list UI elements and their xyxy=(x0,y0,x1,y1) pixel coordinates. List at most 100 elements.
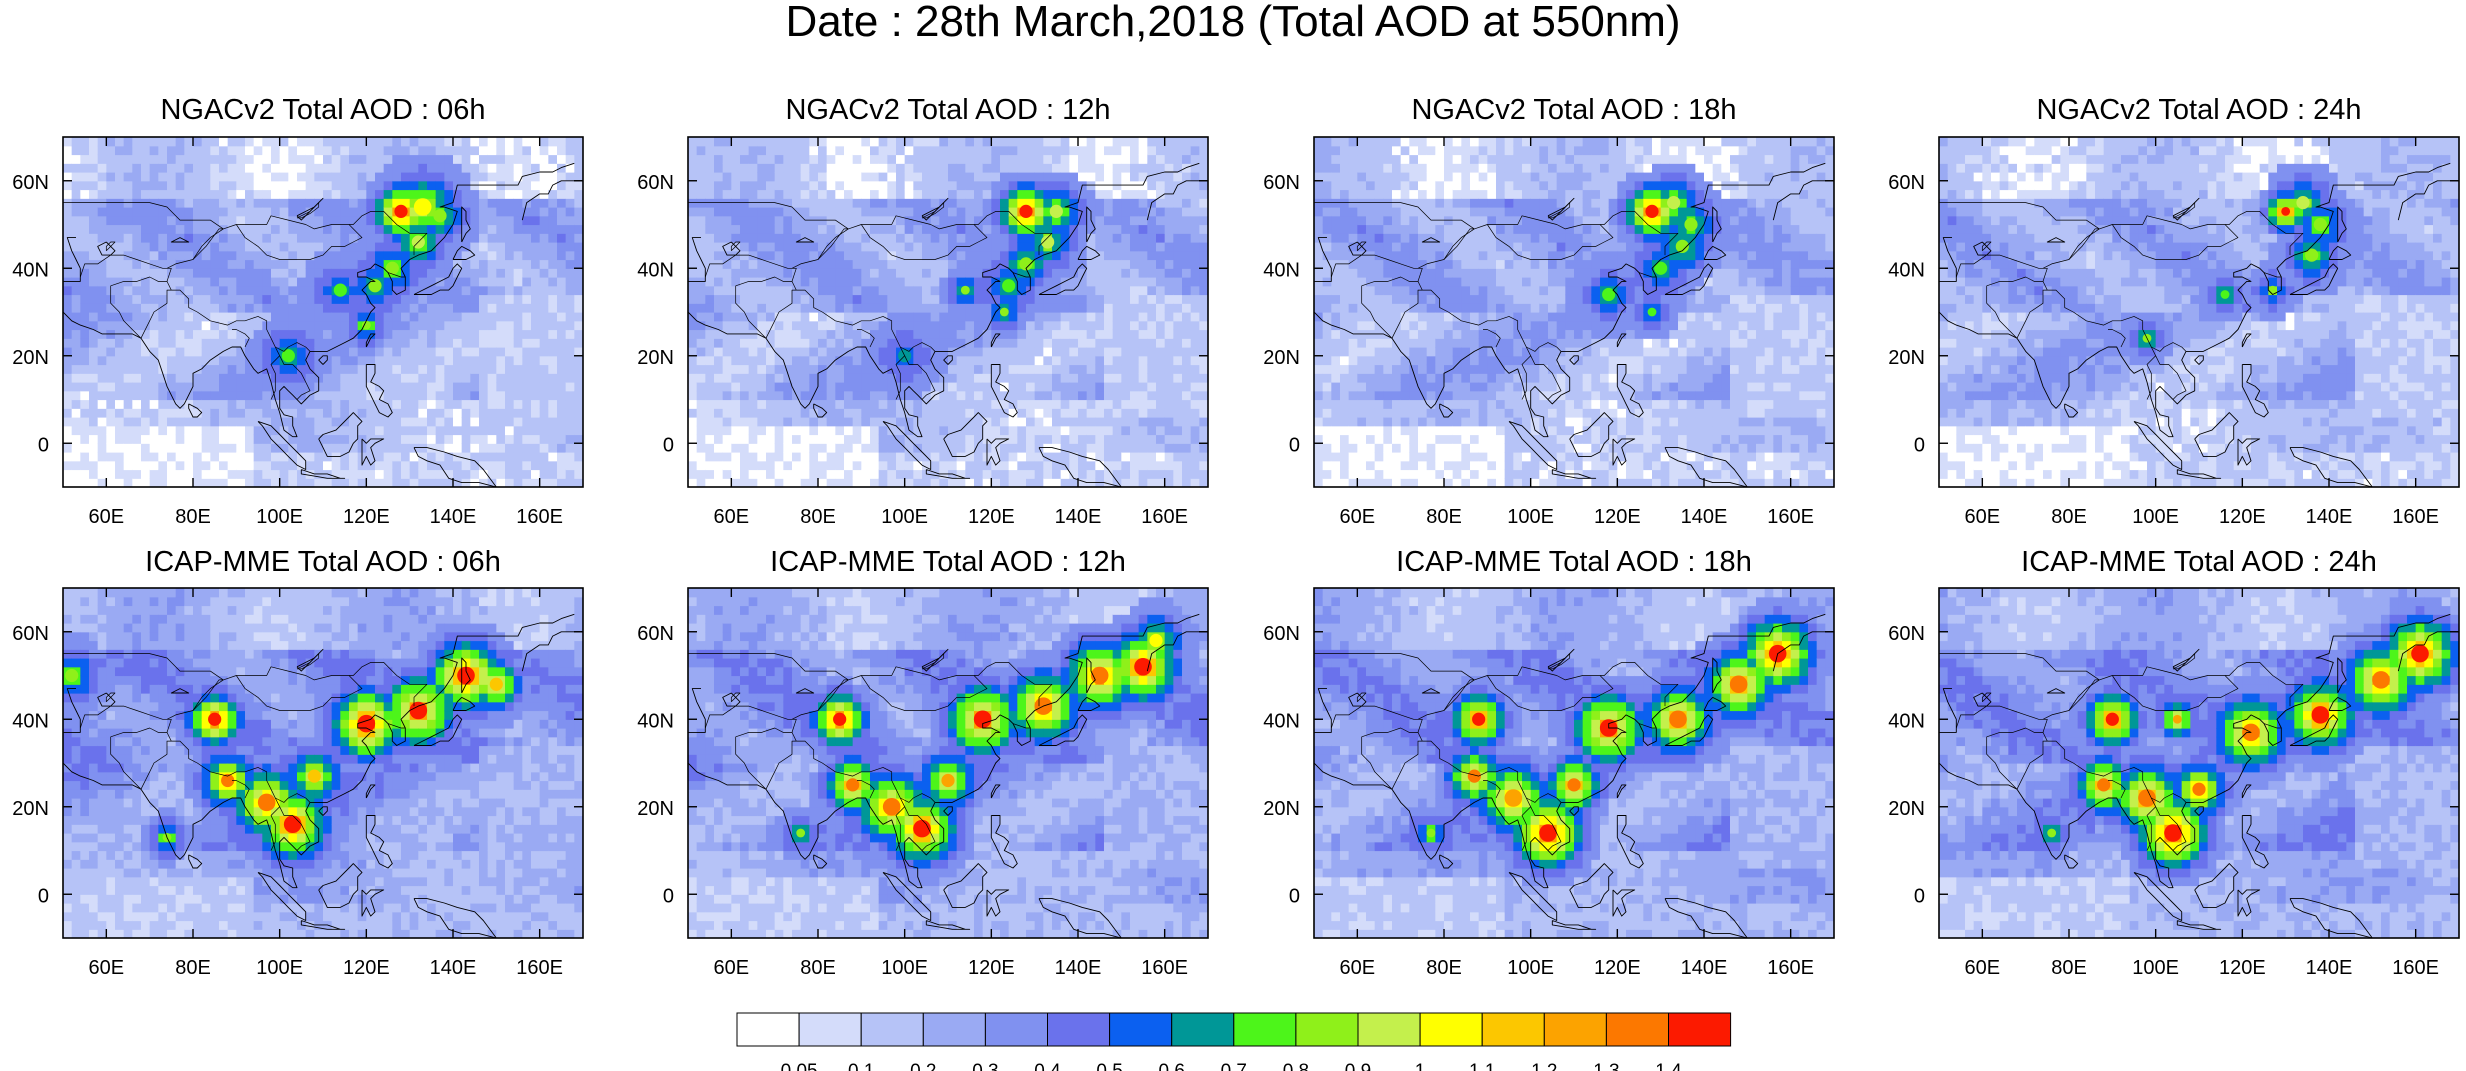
plume-core xyxy=(1467,769,1481,783)
country-border xyxy=(79,705,172,738)
coastline xyxy=(921,197,949,221)
country-border xyxy=(166,228,224,269)
lon-tick-label: 120E xyxy=(343,506,390,528)
coastline xyxy=(452,245,476,260)
country-border xyxy=(895,806,905,851)
coastline xyxy=(1038,714,1088,746)
lon-tick-label: 60E xyxy=(1340,957,1376,979)
coastline xyxy=(170,237,190,243)
coastline xyxy=(170,688,190,694)
country-border xyxy=(1417,732,1562,803)
coastline xyxy=(1146,180,1208,221)
map-panel: 60N 40N 20N 0 60E 80E 100E 120E 140E 160E xyxy=(1263,587,1835,979)
coastline xyxy=(1612,889,1636,917)
country-border xyxy=(192,211,428,260)
coastline xyxy=(1939,688,1957,733)
coastline xyxy=(1616,784,1627,799)
lat-tick-label: 40N xyxy=(637,710,674,732)
country-border xyxy=(274,346,311,400)
coastline xyxy=(1703,245,1727,260)
plume-core xyxy=(2305,248,2319,262)
coastline xyxy=(1939,762,2018,790)
plume-core xyxy=(1504,789,1523,807)
country-border xyxy=(166,679,224,720)
plume-core xyxy=(973,710,992,729)
lon-tick-label: 140E xyxy=(1681,506,1728,528)
country-border xyxy=(1012,272,1031,278)
colorbar-label: 0.6 xyxy=(1158,1061,1184,1071)
lon-tick-label: 60E xyxy=(714,506,750,528)
lon-tick-label: 80E xyxy=(800,506,836,528)
lon-tick-label: 80E xyxy=(2051,506,2087,528)
lat-tick-label: 40N xyxy=(637,259,674,281)
coastline xyxy=(2397,631,2459,672)
lat-tick-label: 20N xyxy=(12,798,49,820)
country-border xyxy=(166,281,311,352)
lon-tick-label: 120E xyxy=(1594,506,1641,528)
country-border xyxy=(688,653,849,681)
plume-core xyxy=(882,797,901,816)
colorbar-box xyxy=(1419,1012,1483,1047)
aod-field xyxy=(63,137,583,487)
coastline xyxy=(1616,815,1644,869)
coastline xyxy=(2016,162,2451,438)
plume-core xyxy=(489,677,503,691)
country-border xyxy=(1417,281,1562,352)
coastline xyxy=(986,889,1010,917)
lon-tick-label: 60E xyxy=(89,506,125,528)
lat-tick-label: 40N xyxy=(12,259,49,281)
colorbar-label: 1.4 xyxy=(1655,1061,1682,1071)
coastline xyxy=(2289,263,2339,295)
lat-tick-label: 0 xyxy=(663,434,674,456)
colorbar-label: 0.5 xyxy=(1096,1061,1122,1071)
colorbar-box xyxy=(798,1012,862,1047)
coastline xyxy=(813,854,828,869)
coastline xyxy=(461,657,471,694)
coastline xyxy=(795,688,815,694)
plume-core xyxy=(281,349,295,363)
country-border xyxy=(817,662,1053,711)
lon-tick-label: 100E xyxy=(2132,957,2179,979)
plume-core xyxy=(2296,196,2310,210)
coastline xyxy=(1086,657,1096,694)
coastline xyxy=(1314,762,1393,790)
country-border xyxy=(1487,224,1614,260)
country-border xyxy=(1483,780,1501,799)
lon-tick-label: 60E xyxy=(1965,506,2001,528)
lat-tick-label: 60N xyxy=(637,172,674,194)
lat-tick-label: 0 xyxy=(1289,434,1300,456)
lon-tick-label: 80E xyxy=(800,957,836,979)
aod-field xyxy=(1939,137,2459,487)
coastline xyxy=(688,237,706,282)
coastline xyxy=(1508,871,1558,921)
coastline xyxy=(2176,469,2222,479)
coastline xyxy=(688,688,706,733)
lake-outline xyxy=(730,692,741,703)
coastline xyxy=(318,863,363,908)
plume-core xyxy=(221,773,235,788)
plume-core xyxy=(796,828,806,838)
lon-tick-label: 80E xyxy=(175,506,211,528)
lon-tick-label: 140E xyxy=(1055,957,1102,979)
coastline xyxy=(1551,469,1597,479)
coastline xyxy=(318,355,328,365)
lon-tick-label: 100E xyxy=(881,506,928,528)
lat-tick-label: 20N xyxy=(637,798,674,820)
plume-core xyxy=(2311,706,2330,724)
coastline xyxy=(1086,206,1096,243)
coastline xyxy=(943,412,988,457)
coastline xyxy=(63,762,142,790)
colorbar-box xyxy=(1543,1012,1607,1047)
coastline xyxy=(688,311,767,339)
country-border xyxy=(2042,732,2187,803)
plume-core xyxy=(65,668,79,683)
country-border xyxy=(1638,723,1657,729)
plume-core xyxy=(2192,782,2206,796)
coastline xyxy=(990,815,1018,869)
country-border xyxy=(79,254,172,287)
plume-core xyxy=(960,285,970,295)
lat-tick-label: 60N xyxy=(1263,172,1300,194)
colorbar-label: 0.8 xyxy=(1283,1061,1309,1071)
lon-tick-label: 60E xyxy=(89,957,125,979)
lake-outline xyxy=(730,241,741,252)
